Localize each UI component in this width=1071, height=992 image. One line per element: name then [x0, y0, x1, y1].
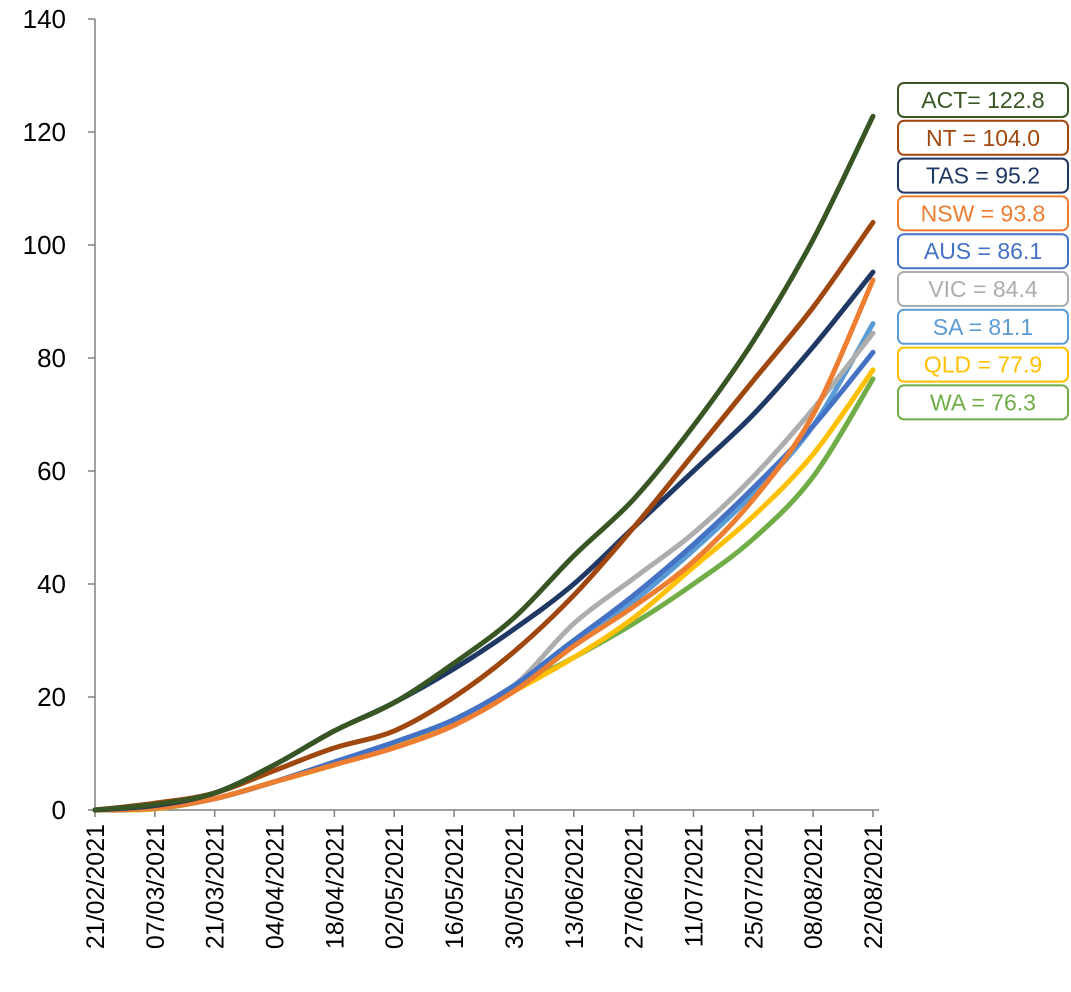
x-tick-label: 02/05/2021 — [381, 824, 409, 949]
legend-box — [897, 346, 1069, 383]
series-layer — [92, 113, 876, 813]
series-line-vic — [92, 330, 876, 813]
legend-item-qld: QLD = 77.9 — [897, 346, 1069, 383]
legend-label: NSW = 93.8 — [921, 200, 1046, 226]
x-tick-label: 25/07/2021 — [740, 824, 768, 949]
y-tick-label: 120 — [23, 117, 66, 147]
series-line-act — [92, 113, 876, 813]
legend-label: AUS = 86.1 — [924, 238, 1042, 264]
x-tick-label: 13/06/2021 — [561, 824, 589, 949]
x-tick-label: 21/02/2021 — [82, 824, 110, 949]
x-tick-label: 07/03/2021 — [142, 824, 170, 949]
legend-item-sa: SA = 81.1 — [897, 308, 1069, 345]
y-tick-label: 60 — [37, 456, 66, 486]
legend-item-nt: NT = 104.0 — [897, 119, 1069, 156]
x-tick-label: 08/08/2021 — [800, 824, 828, 949]
legend-box — [897, 384, 1069, 421]
legend-box — [897, 195, 1069, 232]
legend-label: SA = 81.1 — [933, 314, 1033, 340]
legend-label: WA = 76.3 — [930, 389, 1036, 415]
y-tick-label: 140 — [23, 4, 66, 34]
legend-label: ACT= 122.8 — [921, 87, 1044, 113]
y-tick-label: 100 — [23, 230, 66, 260]
legend-box — [897, 308, 1069, 345]
series-line-nsw — [92, 277, 876, 813]
series-line-aus — [92, 349, 876, 813]
x-tick-label: 16/05/2021 — [441, 824, 469, 949]
legend-label: TAS = 95.2 — [926, 163, 1040, 189]
y-tick-label: 0 — [52, 795, 66, 825]
legend-label: VIC = 84.4 — [928, 276, 1038, 302]
legend-item-tas: TAS = 95.2 — [897, 157, 1069, 194]
x-tick-label: 21/03/2021 — [202, 824, 230, 949]
x-tick-label: 18/04/2021 — [321, 824, 349, 949]
y-tick-label: 40 — [37, 569, 66, 599]
legend-box — [897, 157, 1069, 194]
legend-item-vic: VIC = 84.4 — [897, 271, 1069, 307]
x-tick-label: 22/08/2021 — [860, 824, 888, 949]
legend-box — [897, 271, 1069, 307]
legend-box — [897, 119, 1069, 156]
legend-item-aus: AUS = 86.1 — [897, 233, 1069, 270]
x-tick-label: 27/06/2021 — [621, 824, 649, 949]
series-line-sa — [92, 321, 876, 813]
series-line-tas — [92, 269, 876, 813]
legend-item-act: ACT= 122.8 — [897, 82, 1069, 118]
series-line-qld — [92, 367, 876, 813]
x-tick-label: 11/07/2021 — [680, 824, 708, 947]
axes: 0 20 40 60 80 100 120 140 21/02/2021 07/03/2021 21… — [23, 4, 888, 949]
legend-box — [897, 233, 1069, 270]
legend: ACT= 122.8 NT = 104.0 TAS = 95.2 NSW = 93.8… — [897, 82, 1069, 421]
legend-item-wa: WA = 76.3 — [897, 384, 1069, 421]
legend-label: NT = 104.0 — [926, 125, 1040, 151]
legend-label: QLD = 77.9 — [924, 352, 1042, 378]
legend-item-nsw: NSW = 93.8 — [897, 195, 1069, 232]
x-tick-label: 30/05/2021 — [501, 824, 529, 949]
y-tick-label: 20 — [37, 682, 66, 712]
legend-box — [897, 82, 1069, 118]
series-line-wa — [92, 376, 876, 813]
y-tick-label: 80 — [37, 343, 66, 373]
x-tick-label: 04/04/2021 — [262, 824, 290, 949]
